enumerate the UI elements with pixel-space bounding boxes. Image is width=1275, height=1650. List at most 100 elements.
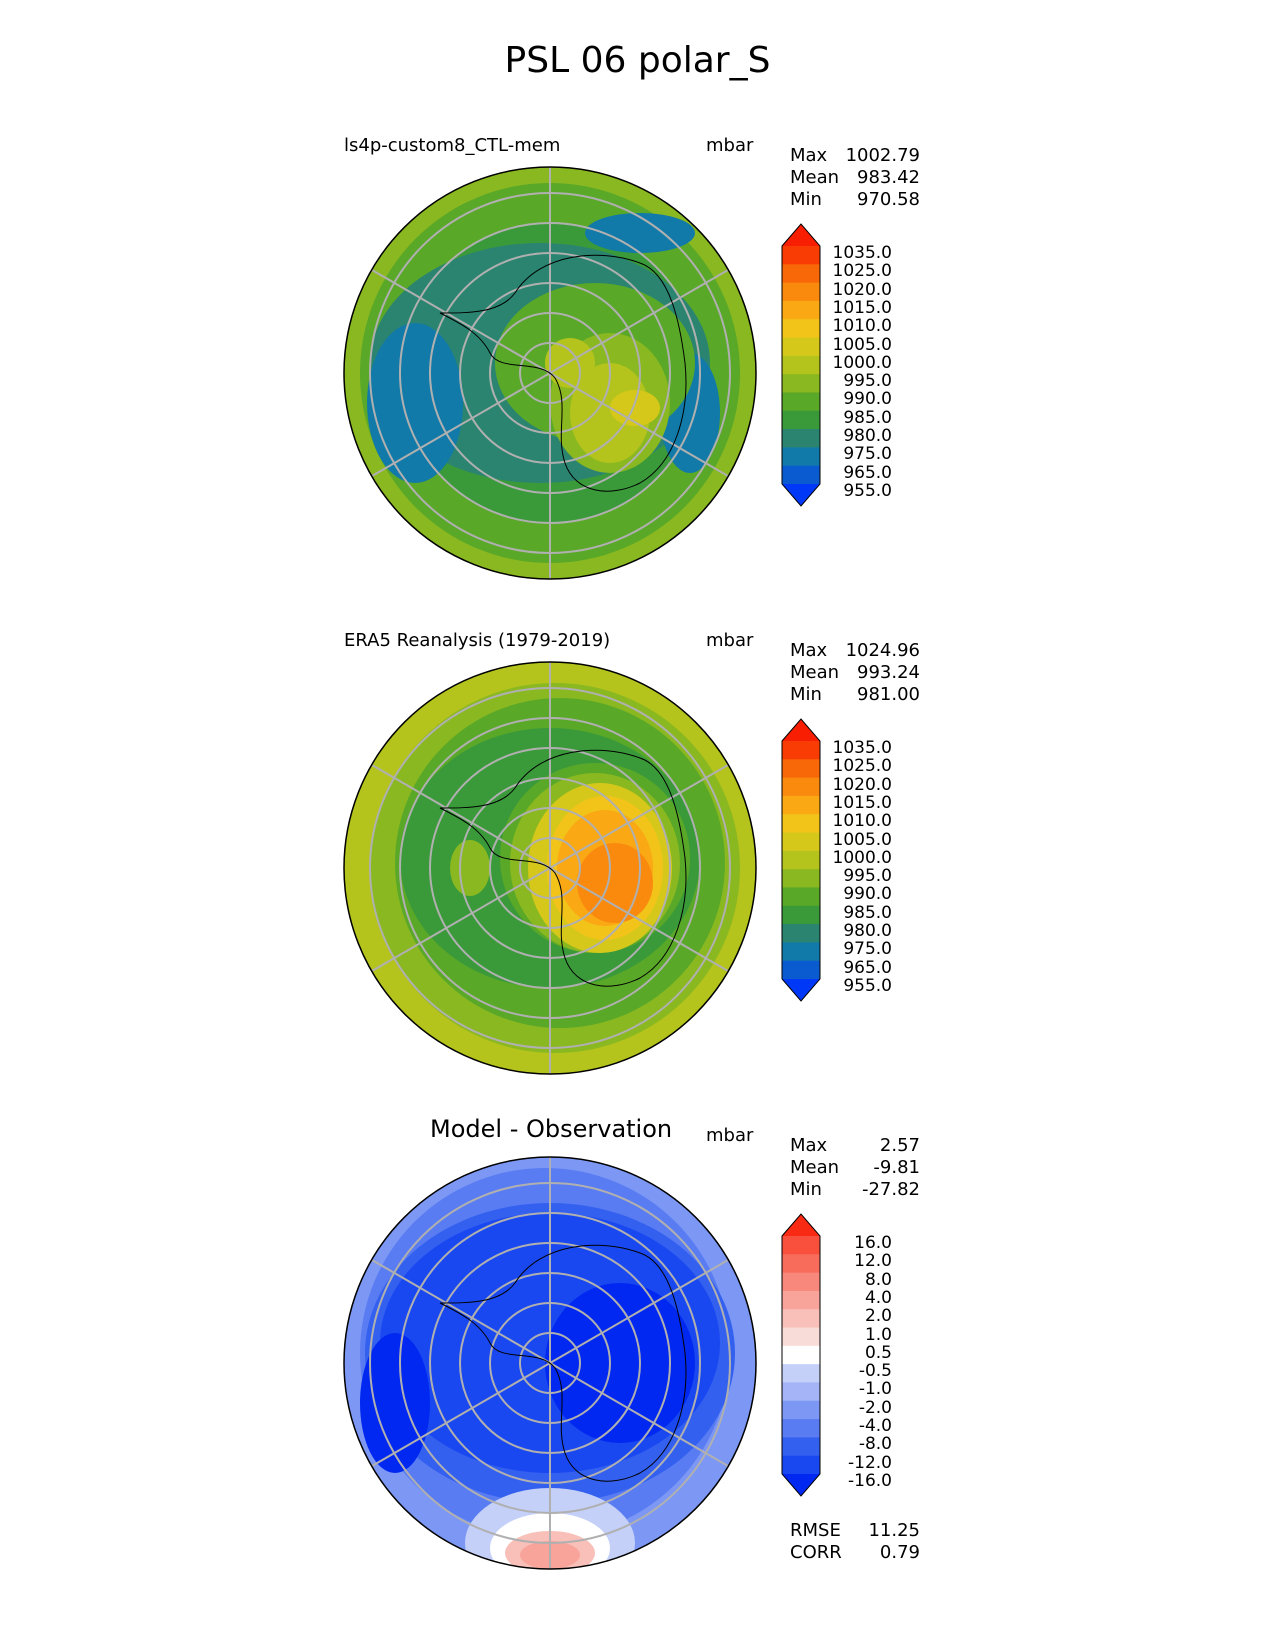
colorbar-bin xyxy=(782,1382,820,1402)
colorbar-bin xyxy=(782,337,820,357)
panel-difference: Model - Observation mbar Max 2.57 Mean -9.… xyxy=(0,1115,1275,1585)
colorbar-tick-label: 980.0 xyxy=(843,921,892,942)
colorbar-tick-label: 955.0 xyxy=(843,481,892,501)
colorbar-bin xyxy=(782,319,820,339)
unit-label: mbar xyxy=(706,1125,754,1146)
colorbar-tick-label: -4.0 xyxy=(858,1416,892,1437)
colorbar-segments xyxy=(781,1213,821,1497)
map-fill xyxy=(585,213,695,253)
colorbar-tick-label: 1010.0 xyxy=(832,811,892,832)
colorbar-tick-label: 975.0 xyxy=(843,444,892,465)
map-fill xyxy=(545,1283,695,1443)
colorbar-tick-label: 1.0 xyxy=(864,1324,892,1345)
stat-name: Mean xyxy=(790,662,840,683)
stat-value: -9.81 xyxy=(873,1157,920,1178)
colorbar-outline xyxy=(781,223,821,507)
stat-value: 1002.79 xyxy=(845,145,920,166)
colorbar-tick-label: -0.5 xyxy=(858,1361,892,1382)
colorbar-tick-label: 1025.0 xyxy=(832,261,892,282)
colorbar-extend-max xyxy=(782,1214,820,1236)
colorbar-tick-label: 1005.0 xyxy=(832,829,892,850)
colorbar-tick-label: 12.0 xyxy=(854,1251,892,1272)
stats-block: Max 1024.96 Mean 993.24 Min 981.00 xyxy=(790,640,920,706)
colorbar-tick-label: 980.0 xyxy=(843,426,892,447)
colorbar-tick-label: 975.0 xyxy=(843,939,892,960)
colorbar-bin xyxy=(782,1364,820,1383)
colorbar-bin xyxy=(782,1455,820,1475)
colorbar-tick-label: 1020.0 xyxy=(832,774,892,795)
map-fill xyxy=(360,1333,430,1473)
map-fill xyxy=(367,323,463,483)
stat-name: Max xyxy=(790,1135,828,1156)
map-border xyxy=(343,1156,757,1570)
colorbar-bin xyxy=(782,429,820,448)
stat-name: Mean xyxy=(790,167,840,188)
stats-block: Max 2.57 Mean -9.81 Min -27.82 xyxy=(790,1135,920,1201)
colorbar-tick-label: -2.0 xyxy=(858,1397,892,1418)
colorbar-bin xyxy=(782,374,820,393)
colorbar-tick-label: 4.0 xyxy=(864,1287,892,1308)
figure-title: PSL 06 polar_S xyxy=(504,40,771,81)
colorbar-tick-label: -12.0 xyxy=(848,1452,892,1473)
map-fill xyxy=(450,840,490,896)
panel-model: ls4p-custom8_CTL-mem mbar Max 1002.79 Mea… xyxy=(0,125,1275,595)
colorbar-bin xyxy=(782,795,820,815)
colorbar-bin xyxy=(782,942,820,962)
stat-name: Min xyxy=(790,1179,822,1200)
coastline xyxy=(439,1244,687,1482)
colorbar-bin xyxy=(782,300,820,320)
panel-label: ls4p-custom8_CTL-mem xyxy=(344,135,561,156)
colorbar-tick-label: 995.0 xyxy=(843,371,892,392)
map-fill xyxy=(610,390,660,426)
colorbar-bin xyxy=(782,1327,820,1347)
colorbar-bin xyxy=(782,1254,820,1274)
stat-value: 981.00 xyxy=(857,684,920,705)
colorbar-bin xyxy=(782,1309,820,1329)
colorbar-bin xyxy=(782,850,820,870)
stat-name: Max xyxy=(790,145,828,166)
coastline xyxy=(439,254,687,492)
colorbar-tick-label: 8.0 xyxy=(864,1269,892,1290)
colorbar-outline xyxy=(781,718,821,1002)
colorbar-tick-label: 1035.0 xyxy=(832,738,892,758)
colorbar-tick-label: 1025.0 xyxy=(832,756,892,777)
graticule xyxy=(369,167,731,579)
colorbar-bin xyxy=(782,392,820,412)
colorbar-tick-label: -16.0 xyxy=(848,1471,892,1491)
coastline xyxy=(439,749,687,987)
colorbar-extend-min xyxy=(782,979,820,1001)
colorbar-bin xyxy=(782,282,820,302)
colorbar-extend-min xyxy=(782,484,820,506)
stat-name: Mean xyxy=(790,1157,840,1178)
metric-value: 0.79 xyxy=(879,1542,920,1563)
stat-value: 970.58 xyxy=(857,189,920,210)
colorbar-tick-label: 1010.0 xyxy=(832,316,892,337)
colorbar-tick-label: 1015.0 xyxy=(832,792,892,813)
colorbar-tick-label: -8.0 xyxy=(858,1434,892,1455)
stat-name: Min xyxy=(790,189,822,210)
colorbar-bin xyxy=(782,264,820,284)
colorbar-bin xyxy=(782,1290,820,1310)
colorbar-tick-label: 965.0 xyxy=(843,957,892,978)
colorbar-bin xyxy=(782,1236,820,1255)
colorbar-tick-label: 965.0 xyxy=(843,462,892,483)
metric-name: RMSE xyxy=(790,1520,841,1541)
colorbar-bin xyxy=(782,924,820,943)
colorbar-segments xyxy=(781,223,821,507)
colorbar-tick-label: 1020.0 xyxy=(832,279,892,300)
panel-label: ERA5 Reanalysis (1979-2019) xyxy=(344,630,611,651)
colorbar-tick-label: 16.0 xyxy=(854,1233,892,1253)
map-fill xyxy=(545,338,595,388)
colorbar-outline xyxy=(781,1213,821,1497)
polar-map-model xyxy=(343,166,757,580)
colorbar-bin xyxy=(782,1400,820,1420)
colorbar-tick-label: 985.0 xyxy=(843,407,892,428)
colorbar-bin xyxy=(782,741,820,760)
stat-value: 983.42 xyxy=(857,167,920,188)
metric-value: 11.25 xyxy=(868,1520,920,1541)
colorbar-tick-label: 1015.0 xyxy=(832,297,892,318)
colorbar-bin xyxy=(782,1437,820,1457)
stat-value: 1024.96 xyxy=(845,640,920,661)
stat-name: Min xyxy=(790,684,822,705)
map-fill xyxy=(577,843,653,923)
